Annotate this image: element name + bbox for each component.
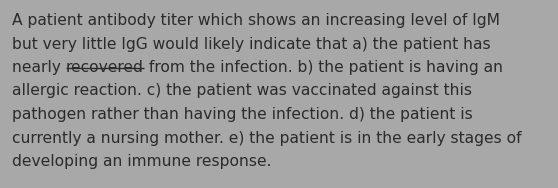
Text: but very little IgG would likely indicate that a) the patient has: but very little IgG would likely indicat… xyxy=(12,36,490,52)
Text: recovered: recovered xyxy=(66,60,143,75)
Text: currently a nursing mother. e) the patient is in the early stages of: currently a nursing mother. e) the patie… xyxy=(12,130,522,146)
Text: nearly: nearly xyxy=(12,60,66,75)
Text: A patient antibody titer which shows an increasing level of IgM: A patient antibody titer which shows an … xyxy=(12,13,500,28)
Text: pathogen rather than having the infection. d) the patient is: pathogen rather than having the infectio… xyxy=(12,107,473,122)
Text: allergic reaction. c) the patient was vaccinated against this: allergic reaction. c) the patient was va… xyxy=(12,83,472,99)
Text: developing an immune response.: developing an immune response. xyxy=(12,154,272,169)
Text: from the infection. b) the patient is having an: from the infection. b) the patient is ha… xyxy=(143,60,503,75)
